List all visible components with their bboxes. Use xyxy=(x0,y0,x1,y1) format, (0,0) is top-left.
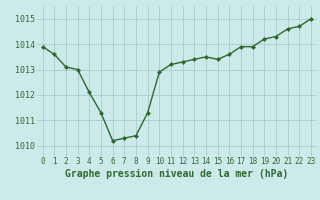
X-axis label: Graphe pression niveau de la mer (hPa): Graphe pression niveau de la mer (hPa) xyxy=(65,169,288,179)
